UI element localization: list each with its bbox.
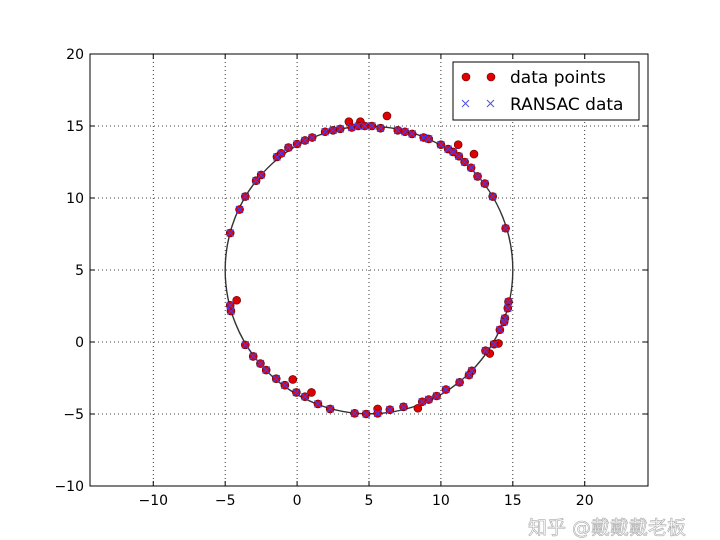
ransac-point	[408, 129, 417, 138]
ransac-point	[350, 409, 359, 418]
ransac-point	[277, 149, 286, 158]
ransac-point	[314, 399, 322, 408]
ransac-point	[262, 366, 271, 375]
ransac-point	[226, 229, 235, 237]
ransac-point	[373, 409, 382, 418]
ransac-point	[467, 366, 476, 375]
y-tick-label: 0	[75, 335, 84, 351]
ransac-point	[442, 385, 450, 394]
ransac-point	[321, 127, 330, 136]
ransac-point	[329, 126, 337, 135]
y-tick-label: 20	[66, 47, 84, 63]
x-tick-label: 10	[432, 493, 450, 509]
ransac-point	[301, 136, 309, 145]
ransac-point	[467, 163, 476, 172]
ransac-point	[284, 143, 293, 152]
x-tick-label: −10	[139, 493, 169, 509]
ransac-point	[235, 205, 244, 214]
data-point	[453, 140, 463, 150]
ransac-point	[481, 346, 490, 355]
ransac-point	[360, 122, 369, 130]
ransac-point	[393, 126, 402, 135]
ransac-point	[376, 124, 385, 133]
y-tick-label: 10	[66, 191, 84, 207]
ticks: −10 −5 0 5 10 15 20 −10 −5 0 5 10 15 20	[54, 47, 648, 509]
x-tick-label: 20	[576, 493, 594, 509]
ransac-point	[424, 395, 433, 404]
ransac-point	[336, 124, 345, 133]
data-point	[232, 295, 241, 305]
legend-marker-data-points	[486, 72, 496, 82]
ransac-point	[362, 410, 371, 418]
data-point	[288, 375, 298, 384]
data-point	[307, 388, 316, 397]
ransac-point	[249, 352, 258, 361]
ransac-point	[272, 374, 281, 383]
ransac-point	[241, 340, 250, 349]
ransac-point	[293, 140, 302, 148]
legend-label-ransac-data: RANSAC data	[510, 95, 623, 115]
ransac-point	[465, 371, 473, 380]
ransac-point	[460, 158, 469, 166]
ransac-point	[432, 392, 441, 400]
ransac-point	[504, 297, 513, 306]
data-point	[469, 149, 479, 159]
ransac-point	[449, 147, 458, 156]
y-tick-label: −5	[63, 407, 84, 423]
ransac-point	[444, 145, 453, 153]
ransac-point	[354, 122, 363, 130]
x-tick-label: 15	[504, 493, 522, 509]
legend-box	[452, 61, 640, 121]
ransac-point	[495, 325, 504, 334]
ransac-point	[490, 340, 499, 349]
y-tick-label: 15	[66, 119, 84, 135]
ransac-point	[256, 359, 265, 368]
ransac-point	[424, 135, 433, 143]
ransac-point	[241, 192, 250, 201]
legend-marker-ransac	[461, 99, 495, 108]
data-point	[413, 403, 423, 413]
ransac-point	[488, 192, 497, 201]
ransac-point	[280, 381, 289, 390]
ransac-point	[401, 127, 409, 136]
ransac-point	[419, 133, 428, 142]
data-point	[382, 111, 392, 121]
ransac-point	[500, 317, 509, 326]
watermark: 知乎 @戴戴戴老板	[528, 517, 686, 539]
ransac-point	[326, 405, 335, 413]
ransac-point	[301, 392, 309, 401]
x-tick-label: 5	[365, 493, 374, 509]
ransac-point	[418, 397, 427, 406]
data-points	[225, 111, 513, 419]
ransac-point	[501, 224, 510, 233]
ransac-point	[503, 304, 512, 313]
legend: data points RANSAC data	[452, 61, 640, 121]
ransac-point	[367, 122, 376, 130]
ransac-point	[385, 405, 394, 414]
x-tick-label: 0	[293, 493, 302, 509]
ransac-point	[308, 133, 317, 142]
x-tick-label: −5	[215, 493, 236, 509]
legend-marker-data-points	[461, 72, 471, 82]
legend-label-data-points: data points	[510, 68, 606, 88]
ransac-point	[347, 123, 356, 132]
ransac-point	[436, 140, 445, 149]
ransac-point	[399, 402, 408, 411]
ransac-point	[292, 388, 301, 397]
ransac-point	[480, 179, 489, 188]
ransac-point	[226, 301, 235, 310]
y-tick-label: 5	[75, 263, 84, 279]
ransac-point	[473, 172, 482, 181]
ransac-point	[257, 171, 266, 179]
ransac-point	[455, 378, 464, 387]
y-tick-label: −10	[54, 479, 84, 495]
